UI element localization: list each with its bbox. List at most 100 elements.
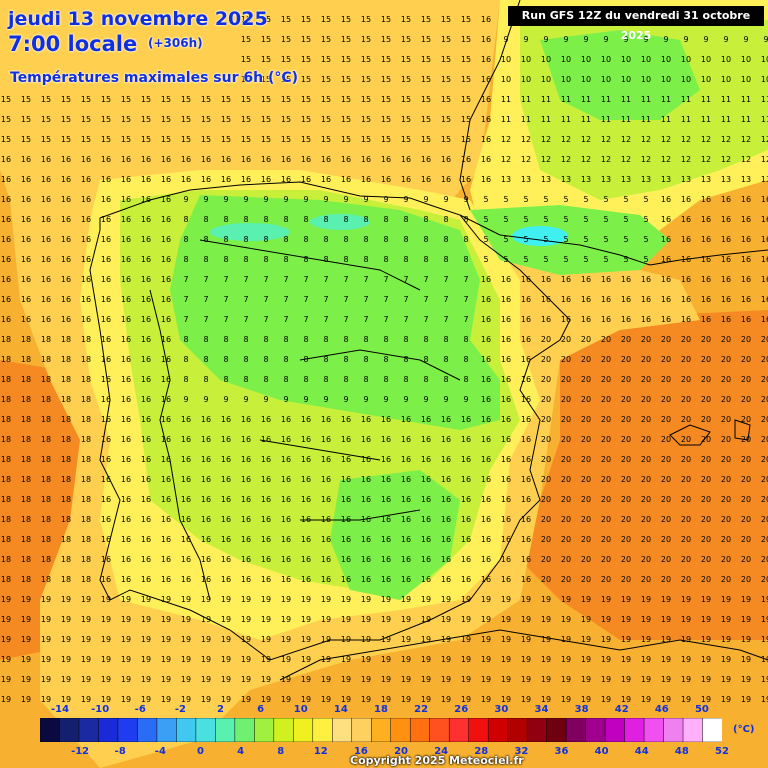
legend-swatch — [448, 718, 470, 742]
legend-unit: (°C) — [733, 724, 755, 735]
grid-value: 20 — [561, 455, 571, 464]
grid-value: 16 — [161, 255, 171, 264]
grid-value: 16 — [201, 415, 211, 424]
grid-value: 16 — [361, 535, 371, 544]
grid-value: 8 — [203, 335, 208, 344]
grid-value: 8 — [303, 215, 308, 224]
grid-value: 16 — [661, 295, 671, 304]
grid-value: 19 — [541, 675, 551, 684]
grid-value: 20 — [741, 375, 751, 384]
grid-value: 20 — [541, 435, 551, 444]
grid-value: 16 — [661, 235, 671, 244]
grid-value: 8 — [203, 255, 208, 264]
grid-value: 13 — [721, 175, 731, 184]
grid-value: 15 — [381, 115, 391, 124]
grid-value: 20 — [761, 535, 768, 544]
grid-value: 16 — [481, 315, 491, 324]
grid-value: 16 — [421, 555, 431, 564]
grid-value: 16 — [1, 195, 11, 204]
grid-value: 16 — [241, 415, 251, 424]
grid-value: 8 — [463, 375, 468, 384]
grid-value: 16 — [121, 355, 131, 364]
grid-value: 16 — [381, 455, 391, 464]
grid-value: 16 — [301, 475, 311, 484]
grid-value: 18 — [61, 435, 71, 444]
grid-value: 12 — [501, 155, 511, 164]
grid-value: 16 — [81, 275, 91, 284]
grid-value: 16 — [521, 475, 531, 484]
zone-green-north — [470, 205, 670, 275]
legend-top-label: -6 — [134, 704, 146, 715]
grid-value: 16 — [21, 255, 31, 264]
grid-value: 15 — [361, 95, 371, 104]
grid-value: 20 — [661, 355, 671, 364]
grid-value: 16 — [281, 495, 291, 504]
grid-value: 16 — [121, 395, 131, 404]
grid-value: 15 — [381, 135, 391, 144]
grid-value: 19 — [701, 615, 711, 624]
grid-value: 20 — [681, 535, 691, 544]
grid-value: 8 — [383, 235, 388, 244]
grid-value: 15 — [341, 115, 351, 124]
grid-value: 16 — [241, 455, 251, 464]
legend-bottom-label: 24 — [434, 746, 449, 757]
grid-value: 18 — [1, 575, 11, 584]
grid-value: 15 — [441, 135, 451, 144]
grid-value: 9 — [323, 195, 328, 204]
grid-value: 19 — [161, 615, 171, 624]
grid-value: 19 — [281, 695, 291, 704]
grid-value: 16 — [441, 575, 451, 584]
grid-value: 19 — [621, 675, 631, 684]
grid-value: 9 — [383, 395, 388, 404]
grid-value: 16 — [161, 155, 171, 164]
grid-value: 18 — [1, 535, 11, 544]
grid-value: 16 — [701, 275, 711, 284]
grid-value: 15 — [361, 115, 371, 124]
grid-value: 16 — [401, 175, 411, 184]
grid-value: 8 — [423, 355, 428, 364]
grid-value: 18 — [61, 515, 71, 524]
grid-value: 18 — [61, 395, 71, 404]
grid-value: 8 — [403, 255, 408, 264]
grid-value: 10 — [761, 75, 768, 84]
grid-value: 19 — [141, 595, 151, 604]
grid-value: 10 — [521, 75, 531, 84]
grid-value: 15 — [221, 115, 231, 124]
grid-value: 16 — [481, 35, 491, 44]
grid-value: 16 — [141, 155, 151, 164]
grid-value: 5 — [503, 195, 508, 204]
legend-swatch — [468, 718, 489, 742]
grid-value: 19 — [561, 695, 571, 704]
grid-value: 20 — [661, 575, 671, 584]
grid-value: 15 — [361, 135, 371, 144]
grid-value: 20 — [701, 515, 711, 524]
grid-value: 20 — [741, 355, 751, 364]
grid-value: 16 — [341, 415, 351, 424]
grid-value: 16 — [281, 175, 291, 184]
grid-value: 15 — [321, 35, 331, 44]
grid-value: 16 — [241, 175, 251, 184]
grid-value: 16 — [601, 295, 611, 304]
grid-value: 11 — [541, 115, 551, 124]
grid-value: 16 — [581, 275, 591, 284]
grid-value: 18 — [81, 395, 91, 404]
legend-bottom-label: -4 — [154, 746, 166, 757]
grid-value: 15 — [361, 35, 371, 44]
grid-value: 15 — [281, 55, 291, 64]
grid-value: 19 — [381, 615, 391, 624]
grid-value: 19 — [81, 675, 91, 684]
grid-value: 19 — [461, 615, 471, 624]
grid-value: 9 — [343, 395, 348, 404]
grid-value: 16 — [221, 535, 231, 544]
grid-value: 19 — [461, 675, 471, 684]
grid-value: 7 — [363, 295, 368, 304]
grid-value: 16 — [121, 315, 131, 324]
grid-value: 16 — [681, 255, 691, 264]
grid-value: 16 — [401, 555, 411, 564]
grid-value: 7 — [363, 315, 368, 324]
grid-value: 16 — [701, 255, 711, 264]
grid-value: 16 — [361, 555, 371, 564]
legend-swatch — [351, 718, 373, 742]
grid-value: 16 — [361, 575, 371, 584]
legend-bottom-label: 48 — [674, 746, 689, 757]
